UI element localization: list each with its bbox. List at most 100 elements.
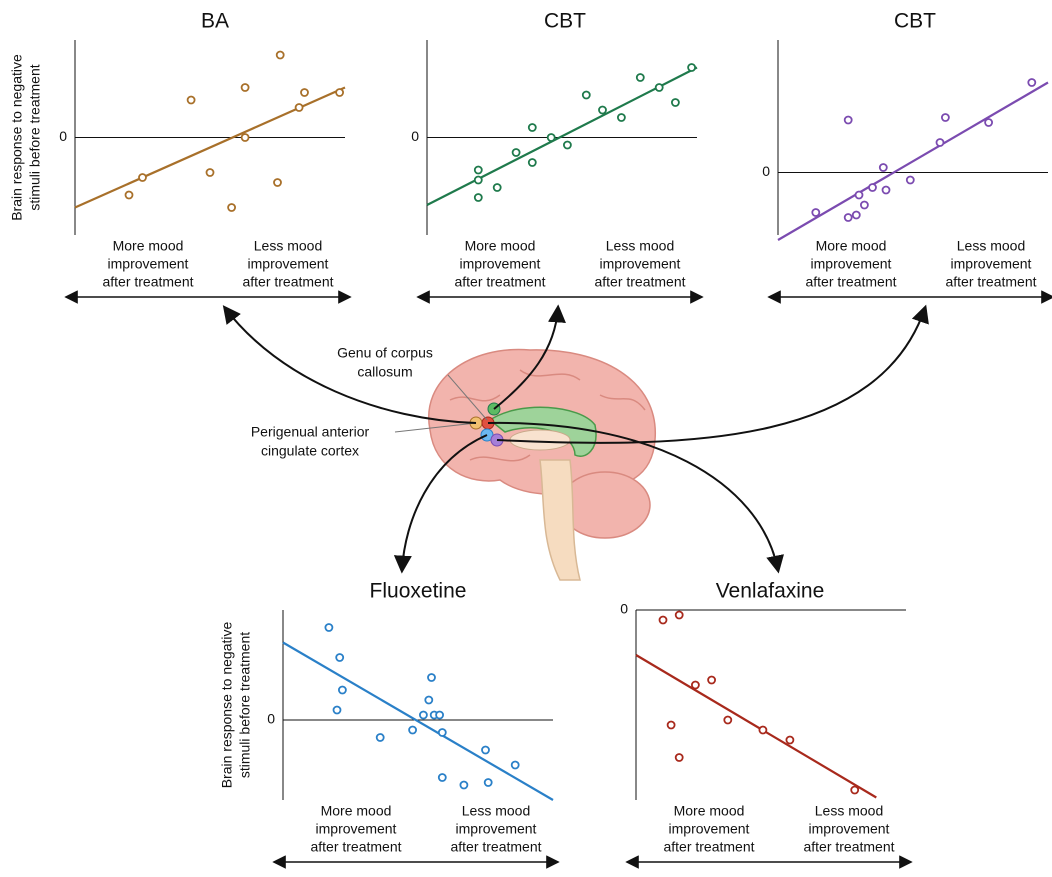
data-point [618,114,625,121]
x-annotation: after treatment [450,839,541,855]
data-point [242,134,249,141]
data-point [1028,79,1035,86]
data-point [512,762,519,769]
fit-line [778,83,1048,241]
data-point [856,192,863,199]
data-point [853,212,860,219]
data-point [564,142,571,149]
y-tick-label: 0 [59,128,67,144]
x-annotation: after treatment [945,274,1036,290]
data-point [277,52,284,59]
data-point [325,624,332,631]
x-annotation: after treatment [805,274,896,290]
x-annotation: More mood [816,238,887,254]
x-annotation: More mood [113,238,184,254]
x-annotation: after treatment [594,274,685,290]
y-axis-label: Brain response to negative [219,622,235,789]
brain-label: Genu of corpus [337,345,433,361]
x-annotation: after treatment [803,839,894,855]
data-point [985,119,992,126]
data-point [676,754,683,761]
data-point [334,707,341,714]
brain-label: cingulate cortex [261,443,359,459]
chart-title: Venlafaxine [716,580,825,603]
data-point [296,104,303,111]
x-annotation: after treatment [242,274,333,290]
x-annotation: improvement [811,256,892,272]
x-annotation: Less mood [957,238,1025,254]
x-annotation: More mood [674,803,745,819]
data-point [513,149,520,156]
data-point [759,727,766,734]
y-axis-label: stimuli before treatment [27,64,43,210]
fit-line [75,88,345,208]
data-point [599,107,606,114]
chart-title: CBT [544,10,586,33]
x-annotation: improvement [316,821,397,837]
data-point [439,729,446,736]
data-point [428,674,435,681]
y-axis-label: stimuli before treatment [237,632,253,778]
x-annotation: Less mood [254,238,322,254]
data-point [301,89,308,96]
data-point [851,787,858,794]
figure: Genu of corpus callosum Perigenual anter… [0,0,1052,877]
x-annotation: Less mood [815,803,883,819]
data-point [336,89,343,96]
data-point [126,192,133,199]
data-point [937,139,944,146]
data-point [637,74,644,81]
x-annotation: after treatment [310,839,401,855]
data-point [583,92,590,99]
data-point [409,727,416,734]
data-point [436,712,443,719]
data-point [529,159,536,166]
data-point [548,134,555,141]
data-point [942,114,949,121]
data-point [708,677,715,684]
y-tick-label: 0 [620,601,628,617]
data-point [475,194,482,201]
data-point [336,654,343,661]
data-point [188,97,195,104]
data-point [228,204,235,211]
fit-line [283,643,553,801]
data-point [907,177,914,184]
y-tick-label: 0 [267,711,275,727]
data-point [692,682,699,689]
data-point [420,712,427,719]
x-annotation: after treatment [454,274,545,290]
data-point [529,124,536,131]
data-point [207,169,214,176]
data-point [460,782,467,789]
x-annotation: More mood [321,803,392,819]
data-point [660,617,667,624]
brain-illustration [395,350,655,580]
y-tick-label: 0 [762,163,770,179]
data-point [656,84,663,91]
data-point [845,214,852,221]
data-point [439,774,446,781]
brain-label: Perigenual anterior [251,424,370,440]
x-annotation: improvement [456,821,537,837]
x-annotation: improvement [108,256,189,272]
x-annotation: improvement [600,256,681,272]
data-point [475,167,482,174]
data-point [274,179,281,186]
data-point [494,184,501,191]
data-point [425,697,432,704]
data-point [139,174,146,181]
data-point [688,64,695,71]
chart-title: CBT [894,10,936,33]
x-annotation: after treatment [102,274,193,290]
x-annotation: improvement [951,256,1032,272]
data-point [861,202,868,209]
data-point [339,687,346,694]
data-point [883,187,890,194]
chart-title: BA [201,10,229,33]
data-point [786,737,793,744]
data-point [676,612,683,619]
x-annotation: improvement [460,256,541,272]
data-point [482,747,489,754]
data-point [475,177,482,184]
